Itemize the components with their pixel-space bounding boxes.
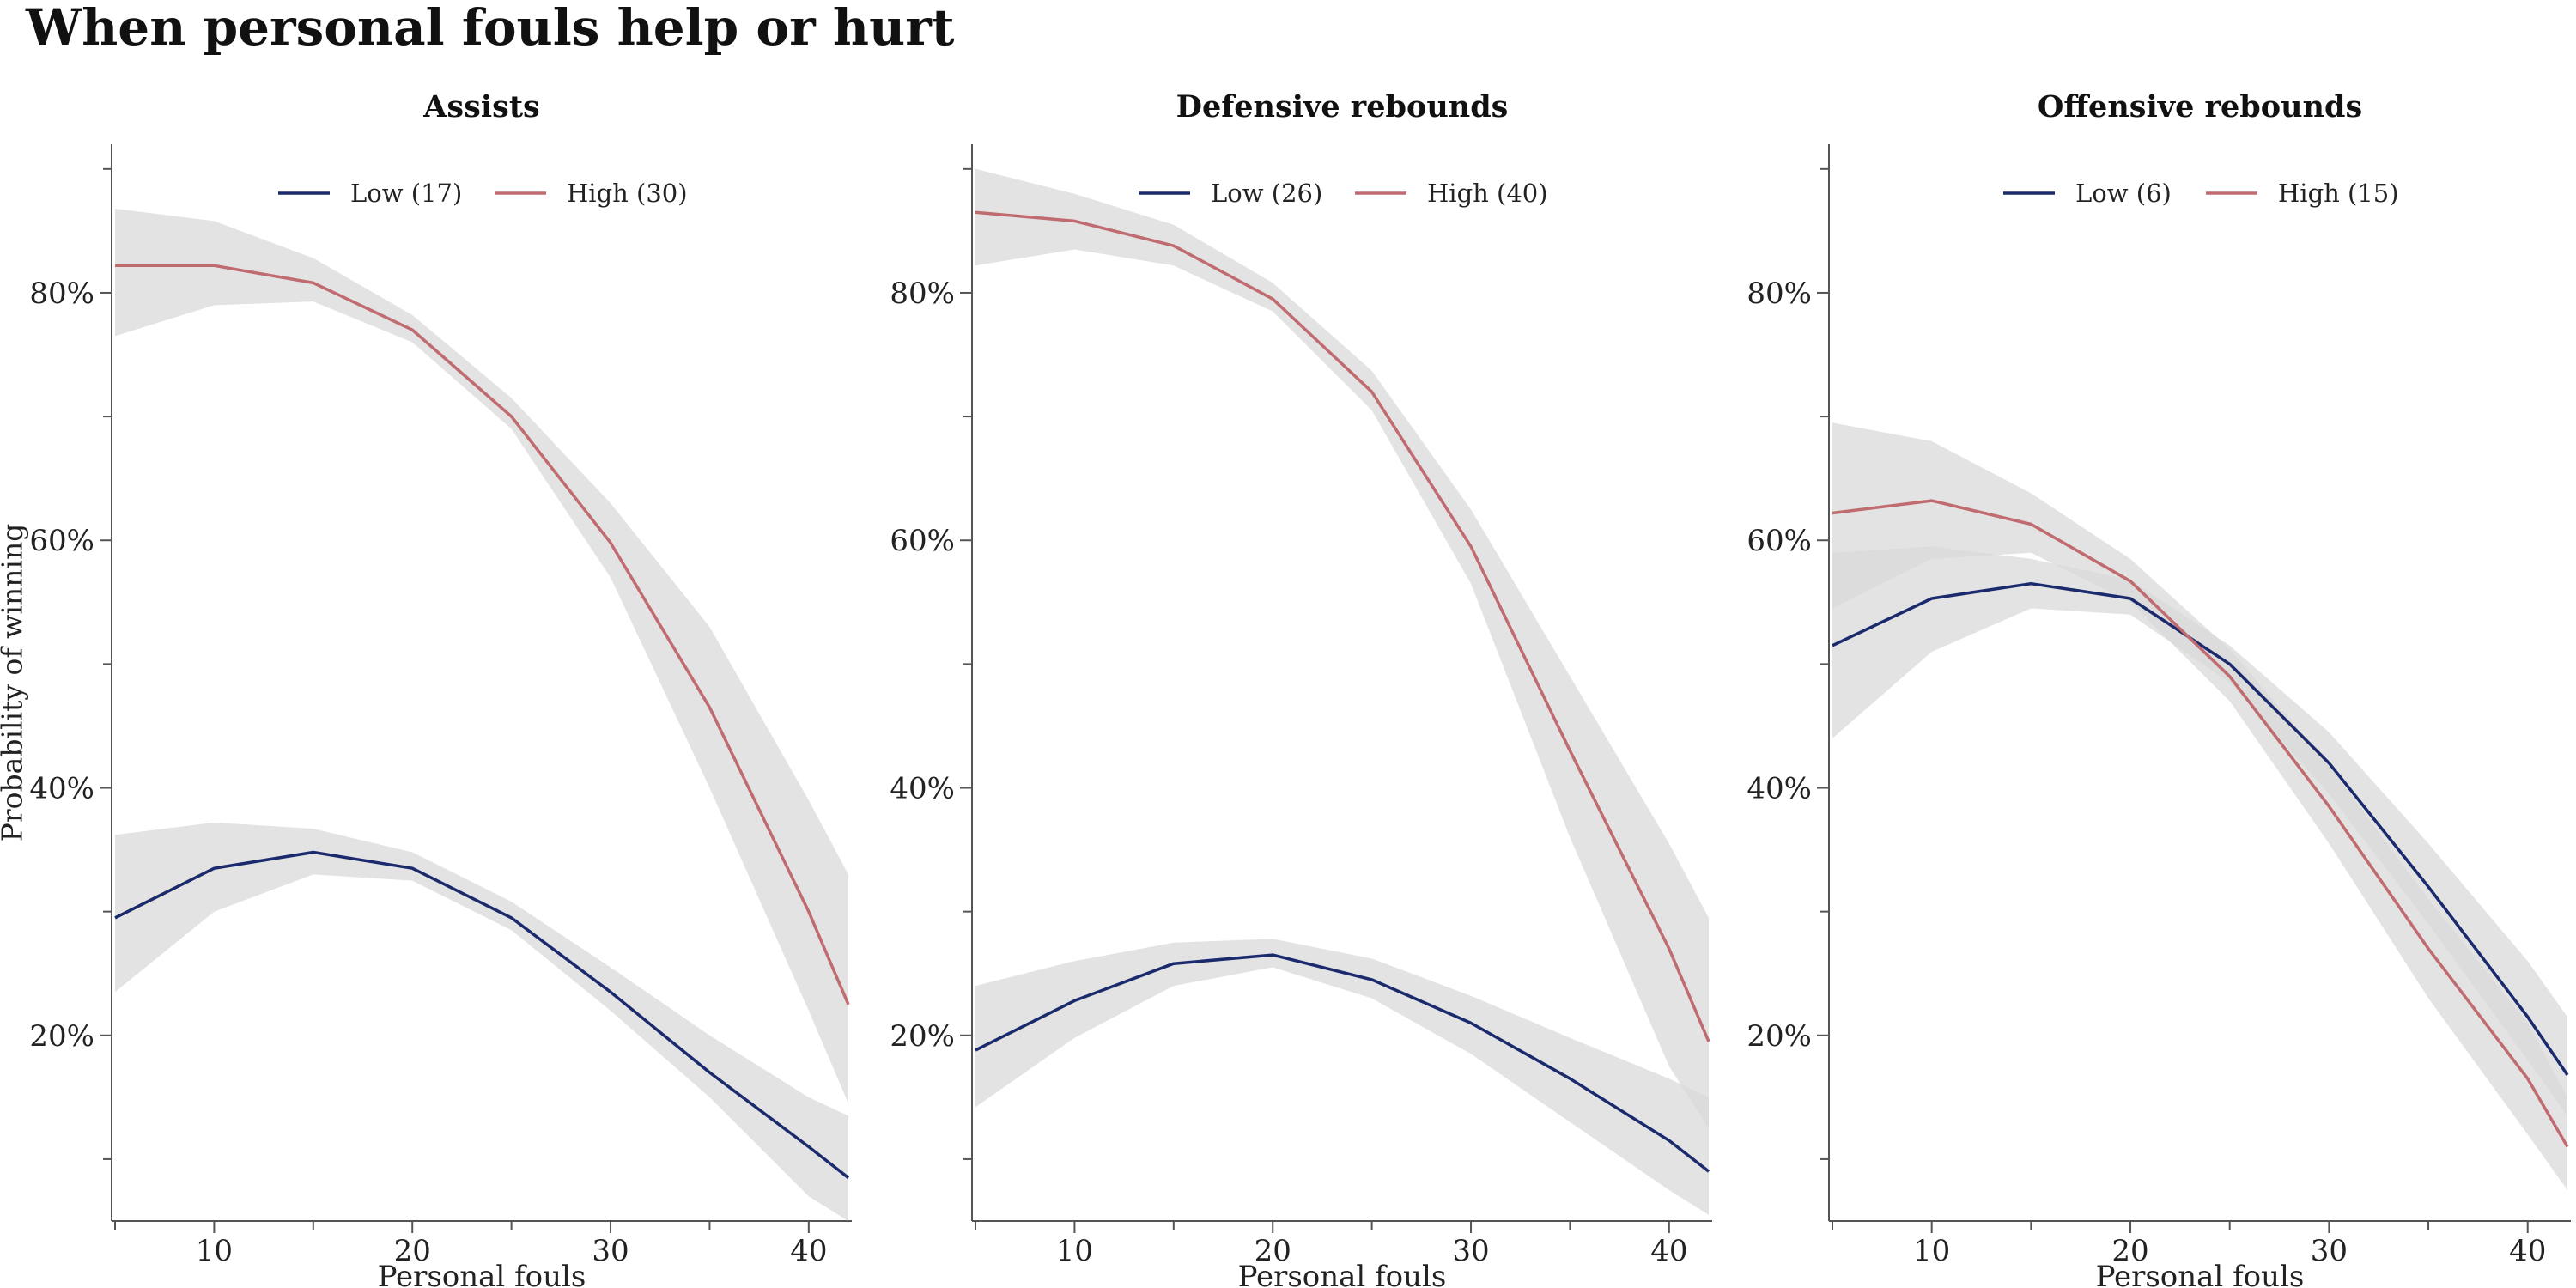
series-line — [975, 210, 1710, 1042]
x-tick-label: 20 — [1255, 1234, 1291, 1268]
panel-2: Defensive rebounds 20% 40% 60% 80% 10 20 30 40 Pe… — [890, 89, 1712, 1288]
x-axis-title: Personal fouls — [1238, 1260, 1447, 1288]
x-tick-label: 30 — [1452, 1234, 1489, 1268]
legend-label: Low (6) — [2075, 179, 2172, 208]
x-tick-label: 30 — [2311, 1234, 2348, 1268]
x-tick-label: 10 — [196, 1234, 233, 1268]
y-tick-label: 40% — [29, 772, 94, 806]
y-tick-label: 80% — [890, 276, 955, 311]
panel-title: Assists — [422, 89, 539, 125]
confidence-band — [1832, 422, 2567, 1190]
y-tick-label: 60% — [29, 524, 94, 558]
legend: Low (6) High (15) — [2003, 179, 2399, 208]
panels-layer: Assists 20% 40% 60% 80% 10 20 30 40 Personal foul… — [29, 89, 2571, 1288]
x-tick-label: 40 — [2509, 1234, 2546, 1268]
y-tick-label: 40% — [1747, 772, 1812, 806]
legend-label: High (30) — [567, 179, 688, 208]
confidence-band — [975, 939, 1709, 1215]
chart-title: When personal fouls help or hurt — [26, 0, 955, 57]
panel-title: Defensive rebounds — [1176, 89, 1509, 125]
y-tick-label: 20% — [1747, 1019, 1812, 1054]
y-tick-label: 80% — [1747, 276, 1812, 311]
legend-label: High (40) — [1427, 179, 1548, 208]
y-tick-label: 20% — [29, 1019, 94, 1054]
x-tick-label: 30 — [592, 1234, 629, 1268]
y-tick-label: 60% — [890, 524, 955, 558]
confidence-band — [115, 822, 848, 1221]
y-tick-label: 80% — [29, 276, 94, 311]
legend: Low (26) High (40) — [1139, 179, 1548, 208]
legend-label: High (15) — [2278, 179, 2399, 208]
legend-label: Low (26) — [1211, 179, 1322, 208]
series-line — [115, 264, 850, 1005]
confidence-band — [975, 168, 1709, 1128]
x-tick-label: 20 — [2111, 1234, 2148, 1268]
series-line — [114, 850, 850, 1179]
x-tick-label: 20 — [394, 1234, 431, 1268]
series-line — [975, 953, 1710, 1173]
series-line — [1832, 581, 2569, 1076]
x-tick-label: 10 — [1913, 1234, 1950, 1268]
panel-title: Offensive rebounds — [2038, 89, 2362, 125]
x-tick-label: 10 — [1056, 1234, 1093, 1268]
x-axis-title: Personal fouls — [378, 1260, 586, 1288]
y-tick-label: 40% — [890, 772, 955, 806]
panel-3: Offensive rebounds 20% 40% 60% 80% 10 20 30 40 Pe… — [1747, 89, 2571, 1288]
x-tick-label: 40 — [1650, 1234, 1687, 1268]
legend: Low (17) High (30) — [278, 179, 688, 208]
panel-1: Assists 20% 40% 60% 80% 10 20 30 40 Personal foul… — [29, 89, 852, 1288]
y-tick-label: 20% — [890, 1019, 955, 1054]
x-axis-title: Personal fouls — [2096, 1260, 2305, 1288]
x-tick-label: 40 — [790, 1234, 827, 1268]
legend-label: Low (17) — [350, 179, 462, 208]
confidence-band — [115, 209, 848, 1104]
y-tick-label: 60% — [1747, 524, 1812, 558]
series-line — [1832, 499, 2569, 1148]
